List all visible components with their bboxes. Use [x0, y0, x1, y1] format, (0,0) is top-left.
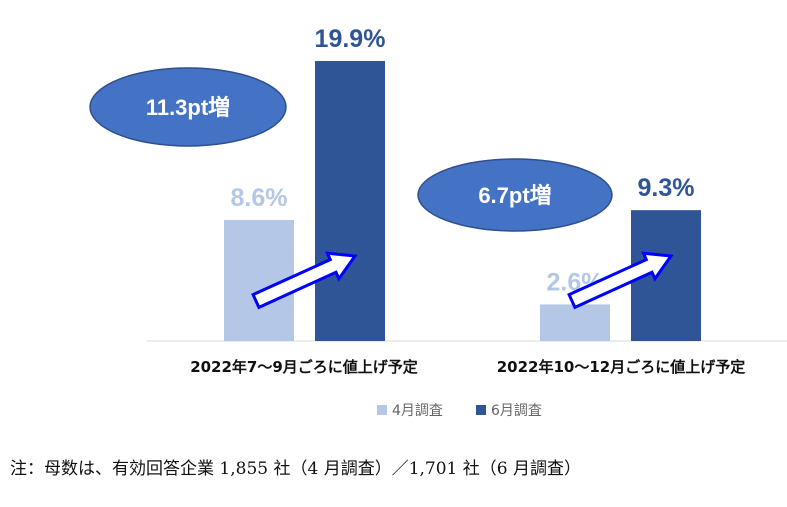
legend: 4月調査 6月調査	[377, 403, 542, 419]
arrows-group	[251, 251, 674, 310]
bar	[315, 61, 385, 341]
legend-swatch-june	[476, 405, 486, 415]
category-label: 2022年7～9月ごろに値上げ予定	[190, 358, 418, 376]
legend-label: 4月調査	[392, 403, 443, 419]
annotation-label: 6.7pt増	[478, 183, 551, 208]
increase-arrow-icon	[251, 251, 358, 310]
category-label: 2022年10～12月ごろに値上げ予定	[497, 358, 746, 376]
footnote: 注：母数は、有効回答企業 1,855 社（4 月調査）／1,701 社（6 月調…	[10, 459, 581, 479]
data-label: 9.3%	[638, 174, 695, 202]
data-label: 8.6%	[231, 184, 288, 212]
bars-group	[224, 61, 701, 341]
annotation-label: 11.3pt増	[146, 95, 230, 120]
increase-arrow-icon	[567, 251, 674, 310]
data-label: 19.9%	[315, 25, 386, 53]
bar-labels-group: 8.6%19.9%2.6%9.3%	[231, 25, 695, 296]
bar	[540, 304, 610, 341]
annotation-bubble	[417, 158, 613, 232]
legend-label: 6月調査	[491, 403, 542, 419]
annotation-bubble	[89, 67, 287, 147]
legend-swatch-april	[377, 405, 387, 415]
bubbles-group: 11.3pt増 6.7pt増	[89, 67, 613, 232]
